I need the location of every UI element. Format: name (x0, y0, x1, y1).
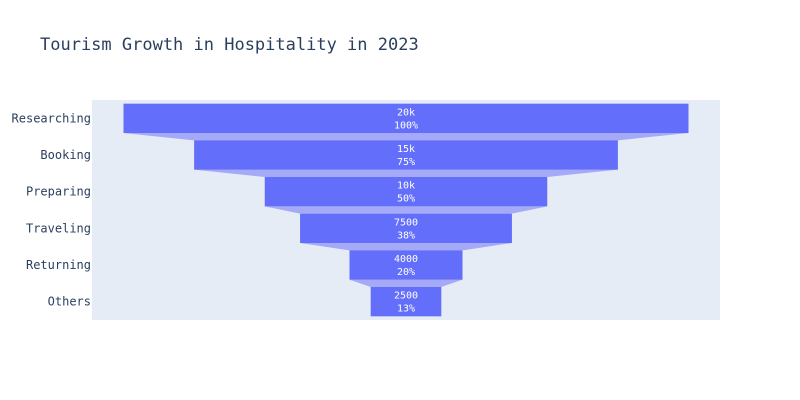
stage-label: Booking (40, 148, 91, 162)
percent-label: 13% (397, 304, 415, 315)
funnel-bar-returning (349, 250, 463, 280)
funnel-connectors (123, 133, 689, 287)
funnel-connector (194, 169, 618, 177)
value-label: 10k (397, 181, 415, 192)
stage-label: Researching (12, 111, 91, 125)
chart-title: Tourism Growth in Hospitality in 2023 (40, 35, 419, 55)
value-label: 4000 (394, 254, 418, 265)
funnel-bar-researching (123, 103, 689, 133)
value-label: 7500 (394, 217, 418, 228)
funnel-connector (349, 279, 463, 287)
funnel-bar-traveling (300, 213, 512, 243)
funnel-connector (123, 133, 689, 141)
funnel-connector (300, 243, 512, 251)
stage-label: Traveling (26, 221, 91, 235)
stage-label: Returning (26, 258, 91, 272)
funnel-labels: Researching 20k 100% Booking 15k 75% Preparing… (12, 107, 419, 314)
percent-label: 38% (397, 230, 415, 241)
value-label: 2500 (394, 291, 418, 302)
funnel-bar-others (370, 287, 442, 317)
percent-label: 100% (394, 120, 418, 131)
percent-label: 75% (397, 157, 415, 168)
funnel-bar-preparing (264, 177, 548, 207)
stage-label: Others (48, 295, 91, 309)
value-label: 20k (397, 107, 415, 118)
funnel-connector (264, 206, 548, 214)
stage-label: Preparing (26, 185, 91, 199)
percent-label: 20% (397, 267, 415, 278)
funnel-bars (123, 103, 689, 317)
value-label: 15k (397, 144, 415, 155)
funnel-bar-booking (194, 140, 618, 170)
percent-label: 50% (397, 194, 415, 205)
